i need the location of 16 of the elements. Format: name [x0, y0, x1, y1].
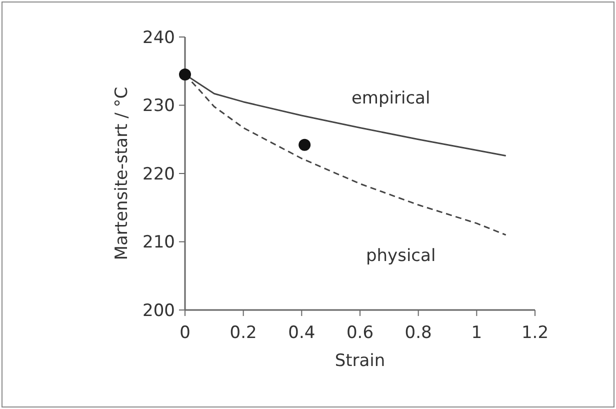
y-tick-label: 240: [142, 28, 175, 48]
y-tick-label: 220: [142, 164, 175, 184]
y-axis-title: Martensite-start / °C: [112, 86, 132, 260]
x-tick-label: 1.2: [521, 323, 549, 343]
y-tick-label: 200: [142, 300, 175, 321]
x-tick-label: 1: [471, 323, 482, 343]
x-tick-label: 0.8: [404, 323, 432, 343]
x-tick-label: 0.4: [288, 323, 316, 343]
x-tick-label: 0: [180, 323, 190, 343]
x-tick-label: 0.6: [346, 323, 374, 343]
annotation: physical: [366, 246, 436, 266]
y-tick-label: 210: [142, 232, 175, 253]
x-axis-title: Strain: [334, 351, 386, 371]
x-tick-label: 0.2: [230, 323, 257, 343]
annotation: empirical: [351, 88, 430, 109]
y-tick-label: 230: [142, 96, 175, 116]
